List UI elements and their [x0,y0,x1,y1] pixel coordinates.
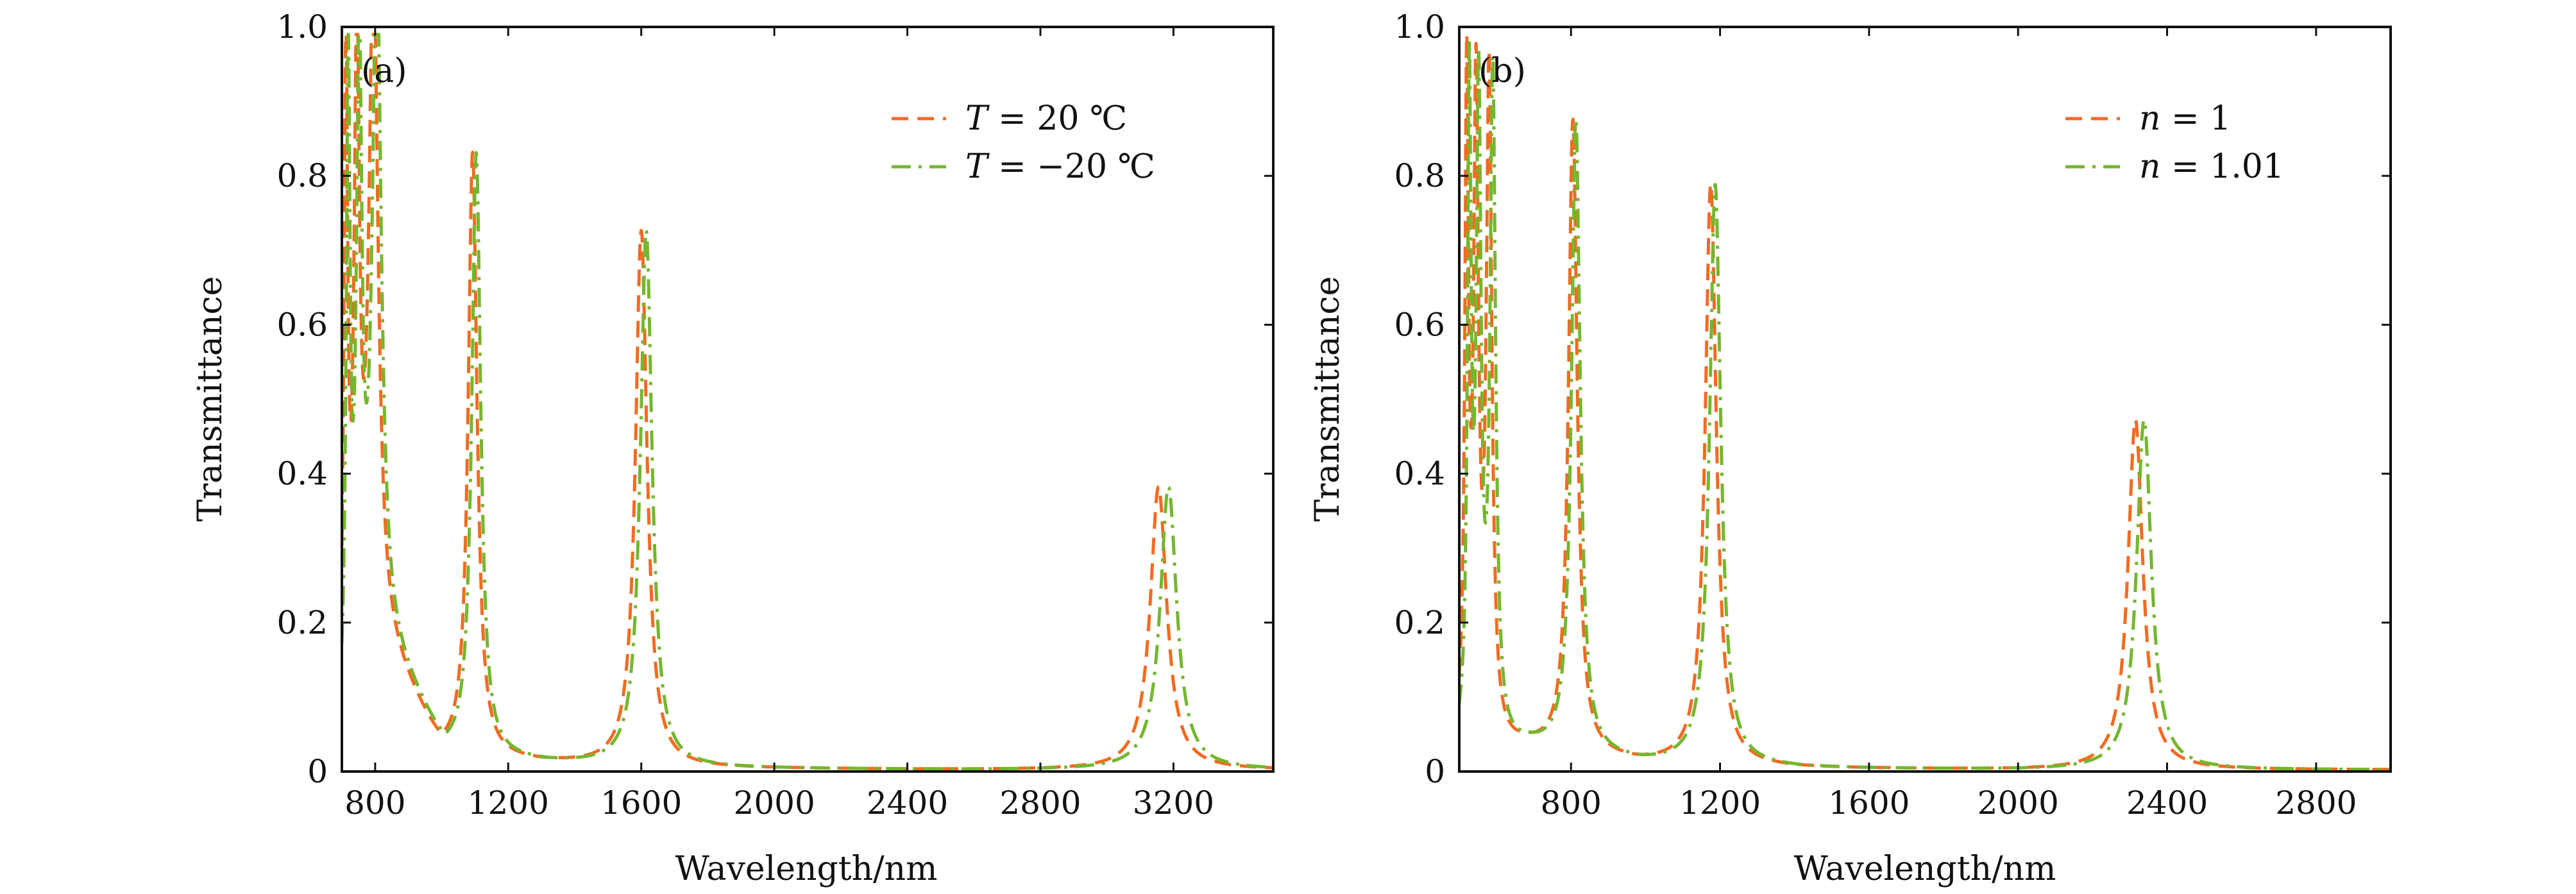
x-tick-label: 2000 [1978,784,2059,822]
x-tick-label: 2400 [2126,784,2208,822]
plot-frame [341,26,1275,773]
x-tick-label: 1200 [468,784,549,822]
plot-frame [1458,26,2392,773]
legend-entry-0: n = 1 [2139,99,2231,138]
y-tick-label: 0.2 [1394,604,1445,641]
y-axis-label: Transmittance [1309,276,1347,522]
legend-entry-1: n = 1.01 [2139,148,2284,186]
legend-variable: n [2139,148,2161,186]
series-line-1 [342,33,1273,771]
series-group [1459,33,2391,772]
y-tick-label: 0 [307,753,328,790]
legend-value: = 1 [2161,99,2232,138]
x-tick-label: 2800 [999,784,1081,822]
x-tick-label: 3200 [1133,784,1214,822]
y-tick-label: 0.6 [1394,306,1445,343]
y-tick-label: 0.2 [276,604,328,641]
x-tick-label: 2000 [734,784,815,822]
panel-label: (a) [361,52,407,90]
x-axis-label: Wavelength/nm [1794,850,2056,888]
panel-label: (b) [1479,52,1526,90]
y-axis-label: Transmittance [191,276,230,522]
y-tick-label: 0.8 [1394,157,1445,194]
x-axis-label: Wavelength/nm [675,850,938,888]
series-line-1 [1459,39,2391,772]
legend-variable: T [965,99,990,138]
x-tick-label: 1600 [600,784,682,822]
legend-value: = −20 ℃ [988,148,1155,186]
y-tick-label: 0.4 [1394,455,1445,493]
x-tick-label: 2400 [867,784,948,822]
x-tick-label: 1200 [1679,784,1761,822]
y-tick-label: 0 [1425,753,1445,790]
legend-entry-1: T = −20 ℃ [965,148,1155,186]
x-tick-label: 1600 [1828,784,1910,822]
panel-b: 800 1200 1600 2000 2400 2800 0 0.2 0.4 0.6 0.8 1.0 W… [1309,8,2392,888]
y-tick-label: 0.8 [276,157,328,194]
x-tick-label: 800 [344,784,405,822]
series-line-0 [1459,33,2391,772]
y-tick-label: 0.4 [276,455,328,493]
x-tick-label: 2800 [2275,784,2357,822]
legend-value: = 20 ℃ [988,99,1128,138]
series-line-0 [342,33,1273,771]
panel-a: 800 1200 1600 2000 2400 2800 3200 0 0.2 0.4 0.6 0.8… [191,8,1275,888]
x-tick-label: 800 [1541,784,1602,822]
y-tick-label: 1.0 [1394,8,1445,46]
legend-entry-0: T = 20 ℃ [965,99,1127,138]
series-group [342,33,1273,771]
legend-variable: T [965,148,990,186]
y-tick-label: 0.6 [276,306,328,343]
y-tick-label: 1.0 [276,8,328,46]
legend-value: = 1.01 [2161,148,2284,186]
legend-variable: n [2139,99,2161,138]
